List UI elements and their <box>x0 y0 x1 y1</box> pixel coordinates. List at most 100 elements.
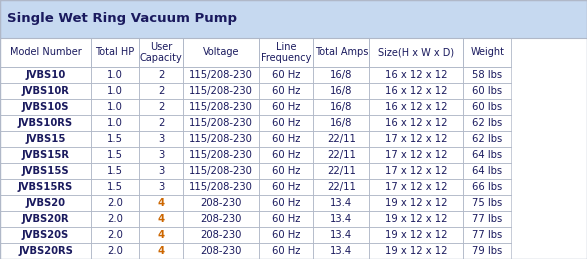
Bar <box>463 99 511 115</box>
Bar <box>313 227 369 243</box>
Bar <box>0 179 91 195</box>
Text: JVBS15S: JVBS15S <box>22 166 69 176</box>
Bar <box>313 131 369 147</box>
Text: 22/11: 22/11 <box>327 182 356 192</box>
Bar <box>463 115 511 131</box>
Bar <box>183 243 259 259</box>
Text: 60 Hz: 60 Hz <box>272 182 301 192</box>
Text: 58 lbs: 58 lbs <box>472 70 502 80</box>
Bar <box>313 83 369 99</box>
Bar <box>259 243 313 259</box>
Bar <box>0 227 91 243</box>
Text: 17 x 12 x 12: 17 x 12 x 12 <box>385 134 447 144</box>
Text: 2: 2 <box>158 102 164 112</box>
Text: 1.0: 1.0 <box>107 70 123 80</box>
Text: 4: 4 <box>157 230 165 240</box>
Text: 77 lbs: 77 lbs <box>472 214 502 224</box>
Text: 2: 2 <box>158 70 164 80</box>
Text: 115/208-230: 115/208-230 <box>190 70 253 80</box>
Text: 16 x 12 x 12: 16 x 12 x 12 <box>385 102 447 112</box>
Bar <box>0 163 91 179</box>
Text: 60 Hz: 60 Hz <box>272 134 301 144</box>
Text: 2: 2 <box>158 118 164 128</box>
Text: 60 Hz: 60 Hz <box>272 150 301 160</box>
Bar <box>259 115 313 131</box>
Bar <box>91 147 139 163</box>
Bar <box>463 227 511 243</box>
Text: 19 x 12 x 12: 19 x 12 x 12 <box>385 230 447 240</box>
Text: 60 lbs: 60 lbs <box>472 86 502 96</box>
Bar <box>313 243 369 259</box>
Bar <box>259 163 313 179</box>
Bar <box>91 211 139 227</box>
Bar <box>139 227 183 243</box>
Bar <box>313 211 369 227</box>
Text: Model Number: Model Number <box>9 47 82 57</box>
Bar <box>463 83 511 99</box>
Text: Total HP: Total HP <box>96 47 134 57</box>
Text: 22/11: 22/11 <box>327 134 356 144</box>
Text: 3: 3 <box>158 134 164 144</box>
Text: 60 Hz: 60 Hz <box>272 230 301 240</box>
Bar <box>91 115 139 131</box>
Bar <box>139 38 183 67</box>
Bar <box>259 227 313 243</box>
Bar <box>369 147 463 163</box>
Bar <box>259 38 313 67</box>
Bar <box>369 83 463 99</box>
Text: 2: 2 <box>158 86 164 96</box>
Bar <box>139 83 183 99</box>
Text: Size(H x W x D): Size(H x W x D) <box>378 47 454 57</box>
Bar <box>91 99 139 115</box>
Bar <box>139 131 183 147</box>
Text: 115/208-230: 115/208-230 <box>190 118 253 128</box>
Text: 13.4: 13.4 <box>330 198 352 208</box>
Bar <box>259 83 313 99</box>
Bar <box>91 179 139 195</box>
Bar <box>313 99 369 115</box>
Text: 16 x 12 x 12: 16 x 12 x 12 <box>385 118 447 128</box>
Text: JVBS20RS: JVBS20RS <box>18 246 73 256</box>
Text: 2.0: 2.0 <box>107 246 123 256</box>
Text: 115/208-230: 115/208-230 <box>190 102 253 112</box>
Bar <box>183 131 259 147</box>
Text: 208-230: 208-230 <box>201 246 242 256</box>
Text: 60 Hz: 60 Hz <box>272 102 301 112</box>
Text: JVBS15RS: JVBS15RS <box>18 182 73 192</box>
Bar <box>369 99 463 115</box>
Bar <box>463 179 511 195</box>
Text: 17 x 12 x 12: 17 x 12 x 12 <box>385 166 447 176</box>
Bar <box>369 163 463 179</box>
Bar <box>91 83 139 99</box>
Text: 115/208-230: 115/208-230 <box>190 134 253 144</box>
Text: Weight: Weight <box>470 47 504 57</box>
Bar <box>139 195 183 211</box>
Text: 16 x 12 x 12: 16 x 12 x 12 <box>385 70 447 80</box>
Text: 60 Hz: 60 Hz <box>272 214 301 224</box>
Bar <box>463 243 511 259</box>
Text: 208-230: 208-230 <box>201 214 242 224</box>
Text: 2.0: 2.0 <box>107 198 123 208</box>
Bar <box>139 115 183 131</box>
Bar <box>313 115 369 131</box>
Text: 64 lbs: 64 lbs <box>472 166 502 176</box>
Bar <box>139 243 183 259</box>
Text: Voltage: Voltage <box>203 47 239 57</box>
Bar <box>463 147 511 163</box>
Bar <box>369 67 463 83</box>
Bar <box>91 67 139 83</box>
Bar <box>369 179 463 195</box>
Bar <box>183 83 259 99</box>
Bar <box>463 163 511 179</box>
Bar <box>139 67 183 83</box>
Bar <box>463 211 511 227</box>
Text: 16/8: 16/8 <box>330 86 353 96</box>
Bar <box>369 243 463 259</box>
Text: 16/8: 16/8 <box>330 102 353 112</box>
Text: 19 x 12 x 12: 19 x 12 x 12 <box>385 246 447 256</box>
Text: 115/208-230: 115/208-230 <box>190 166 253 176</box>
Bar <box>0 131 91 147</box>
Text: 60 Hz: 60 Hz <box>272 118 301 128</box>
Text: 66 lbs: 66 lbs <box>472 182 502 192</box>
Bar <box>91 195 139 211</box>
